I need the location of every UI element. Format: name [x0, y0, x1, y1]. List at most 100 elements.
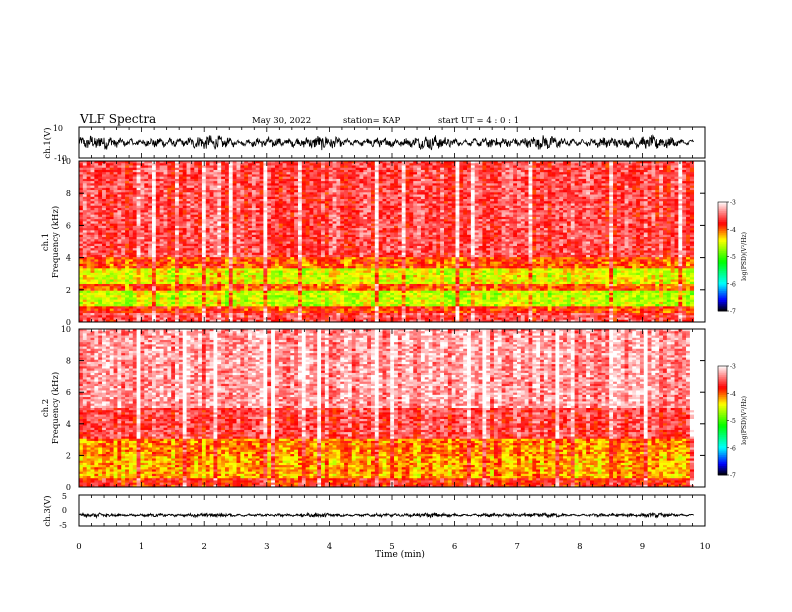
- colorbar-swatch: [718, 389, 727, 392]
- colorbar-swatch: [718, 367, 727, 371]
- colorbar-swatch: [718, 260, 727, 263]
- colorbar-swatch: [718, 231, 727, 234]
- ch2-spec-ytick-label: 4: [66, 420, 71, 429]
- colorbar-swatch: [718, 425, 727, 429]
- colorbar-swatch: [718, 267, 727, 270]
- colorbar-swatch: [718, 462, 727, 465]
- colorbar-swatch: [718, 247, 727, 250]
- ch1-spec-ytick-label: 4: [66, 254, 71, 263]
- colorbar-swatch: [718, 442, 727, 445]
- colorbar-swatch: [718, 396, 727, 400]
- colorbar-swatch: [718, 202, 727, 205]
- ch2-spec-ytick-label: 6: [66, 388, 71, 397]
- colorbar-swatch: [718, 265, 727, 268]
- colorbar-swatch: [718, 252, 727, 256]
- colorbar-swatch: [718, 469, 727, 472]
- colorbar-swatch: [718, 393, 727, 396]
- colorbar-swatch: [718, 307, 727, 310]
- x-tick-label: 7: [514, 542, 519, 552]
- time-axis-labels: 0 1 2 3 4 5 6 7 8 9 10: [76, 542, 710, 552]
- figure-title: VLF Spectra: [79, 112, 156, 126]
- ch1-spec-channel-label: ch.1: [41, 233, 51, 251]
- colorbar-swatch: [718, 301, 727, 305]
- x-tick-label: 8: [577, 542, 582, 552]
- colorbar-swatch: [718, 400, 727, 403]
- colorbar-swatch: [718, 413, 727, 416]
- colorbar-swatch: [718, 416, 727, 420]
- ch1-spec-ytick-label: 10: [61, 157, 71, 166]
- start-time-label: start UT = 4 : 0 : 1: [438, 116, 519, 126]
- x-tick-label: 6: [452, 542, 457, 552]
- ch2-spec-channel-label: ch.2: [41, 399, 51, 417]
- colorbar-swatch: [718, 465, 727, 469]
- time-axis-ticks: [78, 127, 706, 526]
- colorbar-swatch: [718, 274, 727, 277]
- colorbar-swatch: [718, 296, 727, 299]
- colorbar-swatch: [718, 283, 727, 286]
- colorbar-swatch: [718, 292, 727, 296]
- ch1-spec-ytick-label: 8: [66, 189, 71, 198]
- colorbar-swatch: [718, 424, 727, 427]
- colorbar-swatch: [718, 240, 727, 243]
- colorbar-swatch: [718, 214, 727, 217]
- ch3-ytick-top: 5: [62, 492, 67, 501]
- x-tick-label: 4: [327, 542, 332, 552]
- colorbar-swatch: [718, 375, 727, 378]
- colorbar-swatch: [718, 366, 727, 369]
- ch2-spec-ytick-label: 0: [66, 483, 71, 492]
- colorbar-swatch: [718, 272, 727, 276]
- ch1-spectrogram-image: [79, 161, 705, 323]
- colorbar-swatch: [718, 455, 727, 458]
- colorbar-swatch: [718, 444, 727, 447]
- colorbar-swatch: [718, 438, 727, 441]
- ch3-waveform-panel: 5 0 -5 ch.3(V): [42, 492, 706, 530]
- colorbar-swatch: [718, 211, 727, 214]
- colorbar-swatch: [718, 373, 727, 376]
- colorbar-swatch: [718, 429, 727, 432]
- colorbar-swatch: [718, 467, 727, 470]
- colorbar-swatch: [718, 384, 727, 387]
- colorbar-swatch: [718, 251, 727, 254]
- colorbar-swatch: [718, 447, 727, 450]
- colorbar-swatch: [718, 225, 727, 228]
- colorbar-swatch: [718, 404, 727, 407]
- colorbar-swatch: [718, 427, 727, 430]
- colorbar-swatch: [718, 458, 727, 461]
- colorbar-swatch: [718, 371, 727, 374]
- colorbar-swatch: [718, 422, 727, 425]
- colorbar-swatch: [718, 278, 727, 281]
- colorbar-swatch: [718, 212, 727, 216]
- colorbar-swatch: [718, 409, 727, 412]
- colorbar-swatch: [718, 402, 727, 405]
- colorbar-swatch: [718, 473, 727, 476]
- colorbar-swatch: [718, 305, 727, 308]
- ch3-ytick-mid: 0: [62, 506, 67, 515]
- colorbar-swatch: [718, 298, 727, 301]
- colorbar-swatch: [718, 380, 727, 383]
- colorbar-swatch: [718, 216, 727, 219]
- x-tick-label: 1: [139, 542, 144, 552]
- ch2-spec-ytick-label: 8: [66, 357, 71, 366]
- colorbar-swatch: [718, 271, 727, 274]
- colorbar-swatch: [718, 460, 727, 463]
- date-label: May 30, 2022: [252, 116, 311, 126]
- ch3-waveform-line: [78, 511, 694, 520]
- ch1-spec-ytick-label: 0: [66, 318, 71, 327]
- colorbar-swatch: [718, 221, 727, 225]
- ch1-colorbar: -3 -4 -5 -6 -7 log(PSD)(V²/Hz): [717, 200, 748, 316]
- colorbar-swatch: [718, 376, 727, 380]
- ch3-ytick-bottom: -5: [59, 521, 67, 530]
- colorbar-swatch: [718, 249, 727, 252]
- ch2-spec-ytick-label: 10: [61, 325, 71, 334]
- colorbar-swatch: [718, 227, 727, 230]
- colorbar-swatch: [718, 415, 727, 418]
- colorbar-swatch: [718, 218, 727, 221]
- colorbar-swatch: [718, 207, 727, 210]
- ch1-ytick-top: 10: [53, 124, 63, 133]
- colorbar-swatch: [718, 229, 727, 232]
- colorbar-swatch: [718, 395, 727, 398]
- colorbar-swatch: [718, 369, 727, 372]
- ch1-spec-ytick-label: 6: [66, 221, 71, 230]
- colorbar-swatch: [718, 382, 727, 385]
